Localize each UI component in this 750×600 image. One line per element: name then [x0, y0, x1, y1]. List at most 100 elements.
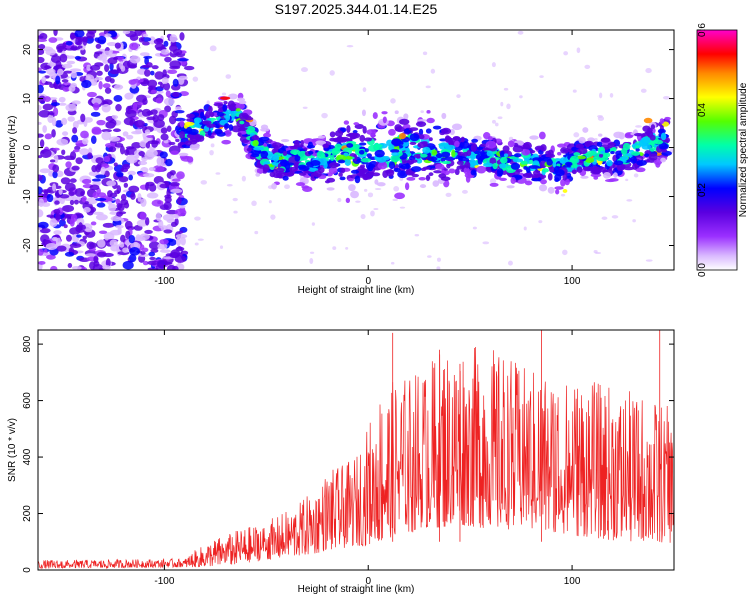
scatter-blob	[491, 62, 496, 68]
noise-blob	[122, 247, 130, 253]
signal-blob	[350, 190, 359, 199]
noise-blob	[151, 199, 164, 207]
signal-blob	[507, 140, 515, 148]
noise-blob	[172, 78, 179, 87]
noise-blob	[91, 178, 102, 182]
noise-blob	[122, 131, 129, 137]
signal-blob	[337, 137, 348, 143]
noise-blob	[39, 139, 45, 148]
signal-blob	[576, 155, 587, 160]
snr-panel: -100 0 100 0 200 400 600 800 Height of straigh…	[7, 329, 675, 595]
scatter-blob	[373, 207, 379, 210]
noise-blob	[176, 171, 185, 180]
noise-blob	[173, 214, 179, 220]
signal-blob	[205, 111, 211, 119]
signal-blob	[520, 160, 528, 165]
noise-blob	[52, 183, 57, 192]
noise-blob	[145, 217, 150, 226]
noise-blob	[64, 182, 76, 192]
noise-blob	[156, 157, 162, 167]
signal-blob	[405, 162, 410, 169]
signal-blob	[214, 128, 223, 135]
signal-blob	[523, 141, 532, 150]
signal-blob	[456, 160, 464, 165]
signal-blob	[352, 129, 358, 134]
scatter-blob	[560, 193, 566, 197]
signal-blob	[354, 123, 364, 130]
signal-blob	[390, 154, 400, 163]
noise-blob	[44, 65, 51, 70]
noise-blob	[122, 30, 131, 35]
noise-blob	[129, 34, 139, 41]
signal-blob	[289, 166, 298, 172]
scatter-blob	[232, 197, 238, 202]
noise-blob	[38, 248, 44, 256]
noise-blob	[139, 78, 144, 83]
noise-blob	[104, 33, 112, 38]
noise-blob	[95, 174, 107, 179]
scatter-blob	[593, 250, 598, 254]
noise-blob	[72, 149, 80, 153]
noise-blob	[146, 62, 153, 68]
noise-blob	[167, 69, 178, 75]
noise-blob	[114, 42, 121, 49]
noise-blob	[139, 52, 150, 57]
signal-blob	[600, 150, 605, 154]
noise-blob	[90, 221, 97, 226]
noise-blob	[38, 260, 46, 265]
spectrogram-y-label: Frequency (Hz)	[7, 116, 18, 185]
signal-blob	[600, 137, 611, 143]
scatter-blob	[572, 89, 577, 93]
noise-blob	[86, 64, 92, 71]
noise-blob	[101, 129, 113, 133]
noise-blob	[112, 128, 121, 133]
signal-blob	[650, 124, 656, 130]
signal-blob	[425, 128, 432, 134]
snr-x-tick-label: 100	[564, 576, 581, 587]
noise-blob	[61, 149, 66, 156]
signal-blob	[664, 116, 671, 121]
signal-blob	[271, 161, 277, 166]
noise-blob	[51, 117, 57, 127]
noise-blob	[83, 117, 93, 123]
scatter-blob	[241, 175, 246, 182]
noise-blob	[75, 157, 83, 165]
noise-blob	[146, 192, 159, 199]
signal-blob	[647, 130, 654, 138]
noise-blob	[43, 189, 49, 196]
signal-blob	[199, 111, 205, 119]
noise-blob	[129, 42, 139, 51]
noise-blob	[95, 214, 108, 221]
noise-blob	[169, 44, 178, 52]
signal-blob	[399, 132, 406, 140]
signal-blob	[358, 149, 365, 155]
noise-blob	[164, 56, 172, 63]
noise-blob	[70, 71, 77, 79]
scatter-blob	[456, 94, 461, 99]
noise-blob	[163, 82, 171, 91]
noise-blob	[40, 149, 52, 158]
signal-blob	[533, 170, 541, 176]
signal-blob	[346, 125, 351, 133]
signal-blob	[328, 166, 338, 175]
signal-blob	[228, 93, 238, 100]
noise-blob	[131, 141, 142, 149]
noise-blob	[86, 241, 95, 250]
colorbar-tick-label: 0.4	[697, 103, 708, 117]
signal-blob	[300, 140, 305, 146]
signal-blob	[397, 170, 408, 179]
signal-blob	[410, 166, 422, 172]
noise-blob	[178, 230, 184, 234]
signal-blob	[391, 138, 402, 147]
signal-blob	[508, 172, 514, 177]
signal-blob	[250, 153, 260, 158]
signal-blob	[184, 140, 193, 146]
signal-blob	[610, 146, 617, 153]
noise-blob	[161, 77, 169, 85]
signal-blob	[376, 182, 386, 187]
noise-blob	[44, 133, 53, 140]
signal-blob	[590, 169, 601, 175]
signal-blob	[224, 129, 232, 137]
signal-blob	[548, 166, 556, 173]
noise-blob	[144, 69, 151, 77]
